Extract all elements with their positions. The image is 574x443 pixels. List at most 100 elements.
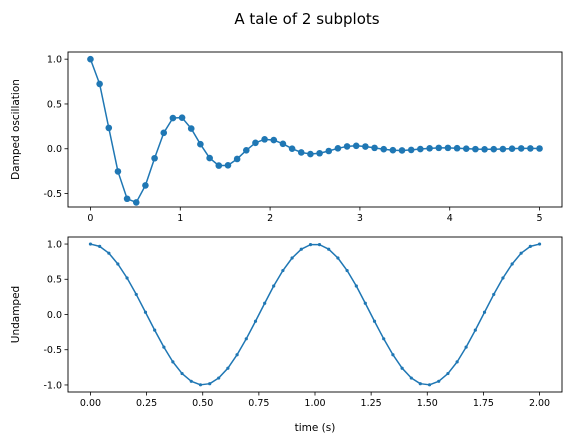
data-point [481,146,488,153]
data-point [352,142,360,150]
data-point [372,319,377,323]
data-point [437,379,441,383]
data-point [343,143,351,150]
data-point [169,114,177,122]
data-point [171,360,175,364]
data-point [472,145,479,153]
x-tick-label: 0.50 [192,398,213,409]
data-point [444,144,452,152]
data-point [490,145,498,153]
data-point [197,140,204,148]
data-point [297,149,305,156]
x-tick-label: 2 [267,213,273,224]
x-axis-label: time (s) [295,422,336,434]
x-tick-label: 4 [447,213,453,224]
y-tick-label: 1.0 [47,239,62,250]
data-point [279,140,287,148]
data-point [362,143,369,150]
data-point [116,262,120,266]
data-point [178,114,186,121]
data-point [382,337,386,341]
y-tick-label: 0.5 [47,275,62,286]
y-tick-label: 0.0 [47,144,62,155]
data-point [114,168,122,175]
data-point [307,150,314,158]
y-tick-label: 0.0 [47,310,62,321]
y-tick-label: -1.0 [43,380,62,391]
data-point [226,366,230,370]
data-point [334,145,342,152]
x-tick-label: 0.00 [80,398,101,409]
data-point [492,292,496,297]
data-point [462,145,470,152]
data-point [527,145,534,152]
x-tick-label: 1.25 [361,398,382,409]
data-point [417,145,424,153]
data-point [142,182,149,189]
data-point [501,276,505,280]
data-point [482,310,487,314]
data-point [88,242,93,246]
data-point [316,149,323,157]
data-point [244,337,248,341]
series-line [89,58,540,204]
data-point [453,144,461,152]
data-point [528,244,532,248]
data-point [206,154,213,162]
x-tick-label: 1.50 [417,398,438,409]
data-point [288,145,296,152]
data-point [125,276,129,280]
data-point [98,244,102,248]
x-tick-label: 2.00 [529,398,550,409]
y-axis-label: Undamped [10,286,22,343]
data-point [252,139,259,147]
data-point [162,345,166,349]
data-point [105,124,113,132]
data-point [325,147,333,155]
x-tick-label: 0.75 [248,398,269,409]
data-point [208,382,212,386]
data-point [290,256,294,260]
data-point [160,129,168,137]
data-point [327,247,331,251]
data-point [263,301,267,305]
data-point [317,243,322,247]
x-tick-label: 3 [357,213,363,224]
data-point [153,328,157,332]
data-point [96,80,103,88]
subplot-frame [67,51,563,208]
data-point [398,147,406,154]
y-tick-label: -0.5 [43,189,62,200]
data-point [270,136,278,144]
data-point [426,145,433,152]
data-point [308,243,313,247]
y-tick-label: 0.5 [47,99,62,110]
data-point [363,301,367,305]
data-point [215,162,223,169]
data-point [391,353,395,357]
data-point [272,284,276,288]
data-point [123,195,131,203]
undamped-subplot: Undamped time (s) 0.00 0.25 0.50 0.75 1.00 1.… [10,236,563,434]
data-point [281,268,285,273]
x-tick-label: 0 [87,213,93,224]
x-tick-label: 5 [537,213,543,224]
data-point [508,145,516,152]
data-point [389,146,397,154]
data-point [380,145,388,153]
data-point [217,376,221,380]
data-point [87,55,94,63]
data-point [151,154,158,162]
data-point [299,247,303,251]
data-point [187,125,195,132]
data-point [455,360,459,364]
data-point [418,382,422,386]
data-point [189,379,193,383]
data-point [224,162,232,169]
data-point [143,310,148,314]
data-point [446,371,450,376]
data-point [537,242,542,246]
data-point [253,319,258,323]
data-point [107,251,111,255]
